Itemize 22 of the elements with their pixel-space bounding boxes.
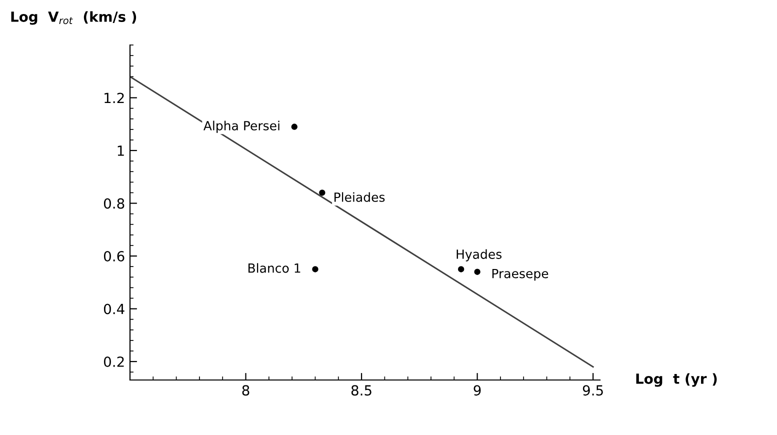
annotation: Pleiades	[334, 192, 385, 202]
x-axis-title: Log t (yr )	[636, 373, 717, 387]
annotation: Praesepe	[492, 268, 548, 281]
point	[319, 190, 326, 196]
point	[474, 268, 480, 275]
y-tick-label: 1	[118, 146, 124, 156]
annotation: Blanco 1	[248, 263, 300, 273]
x-tick-label: 8	[242, 385, 250, 396]
x-tick-label: 9	[474, 385, 481, 396]
y-tick-label: 0.4	[104, 304, 124, 314]
x-tick-label: 8.5	[351, 385, 372, 396]
y-tick-label: 0.8	[104, 198, 124, 209]
annotation: Alpha Persei	[203, 120, 280, 133]
y-tick-label: 1.2	[104, 92, 124, 104]
y-axis-title: Log V$_{rot}$ (km/s )	[11, 11, 136, 25]
y-tick-label: 0.2	[104, 356, 124, 368]
x-tick-label: 9.5	[582, 385, 603, 396]
point	[291, 124, 298, 130]
annotation: Hyades	[456, 249, 502, 262]
y-tick-label: 0.6	[104, 250, 124, 262]
point	[458, 266, 464, 272]
point	[312, 266, 318, 272]
